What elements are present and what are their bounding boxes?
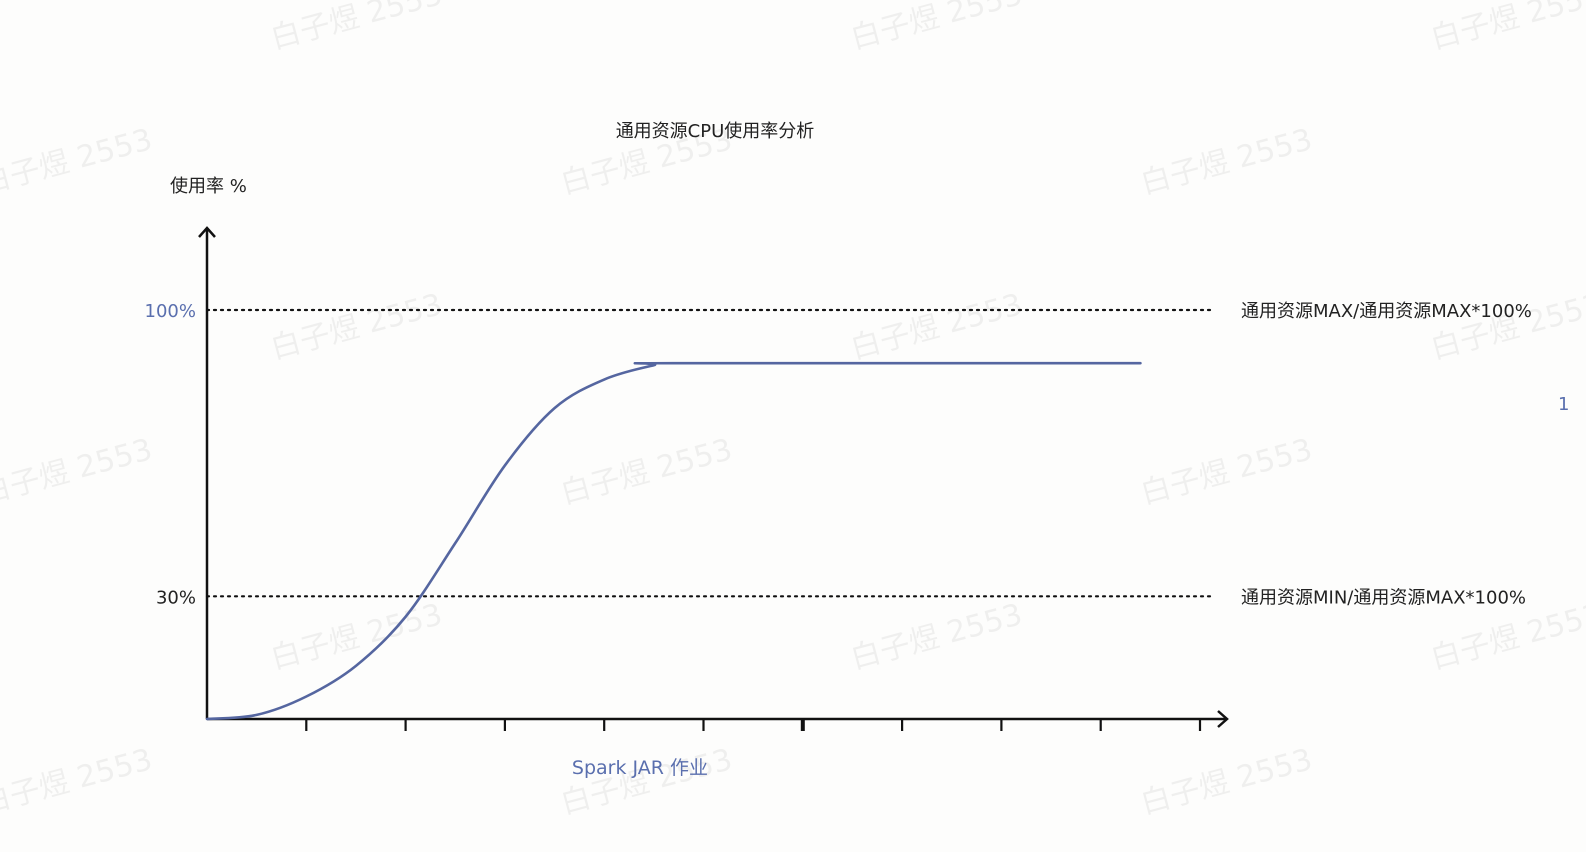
chart-title: 通用资源CPU使用率分析 [616,121,815,142]
series-line-0 [205,361,1142,721]
y-axis-label: 使用率 % [170,176,247,197]
y-axis-arrow [198,226,216,238]
x-axis-label: Spark JAR 作业 [572,757,708,779]
edge-fragment-label: 1 [1558,394,1569,415]
y-tick-label-100: 100% [145,301,196,322]
x-axis-arrow [1217,710,1229,728]
y-tick-label-30: 30% [156,587,196,608]
reference-line-label-100: 通用资源MAX/通用资源MAX*100% [1241,301,1532,322]
reference-line-label-30: 通用资源MIN/通用资源MAX*100% [1241,587,1526,608]
